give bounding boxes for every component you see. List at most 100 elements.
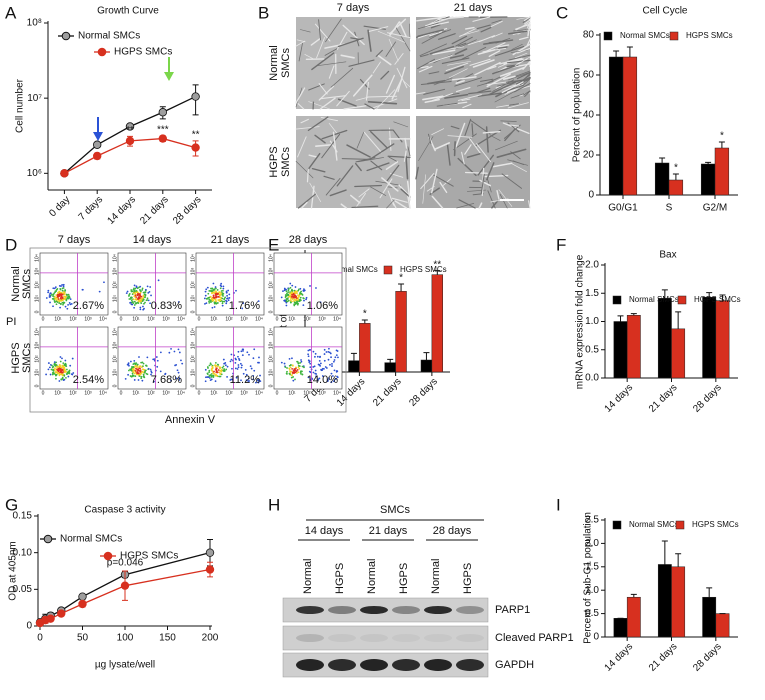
cell [316,61,347,67]
cell [363,25,386,30]
event-dot [211,287,214,290]
event-dot [49,301,51,304]
x-tick-label: 10² [147,316,155,322]
event-dot [56,301,59,304]
marker [125,136,135,146]
legend-label: HGPS SMCs [400,265,447,274]
event-dot [238,357,240,360]
event-dot [300,359,302,361]
event-dot [293,372,296,375]
event-dot [52,305,54,308]
cell [528,200,531,209]
significance: ** [433,259,441,270]
cell [444,93,469,99]
event-dot [214,362,217,364]
event-dot [318,377,321,380]
event-dot [307,355,310,358]
event-dot [209,374,212,376]
event-dot [63,368,66,371]
event-dot [51,293,53,296]
x-tick-label: 100 [117,633,134,644]
event-dot [215,368,218,371]
event-dot [296,368,299,371]
event-dot [211,365,214,368]
y-tick-label: 10² [34,281,40,289]
cell [523,78,531,86]
event-dot [70,303,73,305]
event-dot [242,372,245,375]
cell [469,138,481,154]
event-dot [298,365,301,367]
event-dot [220,292,222,295]
event-dot [286,367,288,369]
event-dot [309,379,312,381]
event-dot [135,367,137,370]
event-dot [312,350,315,353]
cell [501,173,523,189]
event-dot [323,348,326,351]
event-dot [81,288,84,291]
event-dot [319,364,322,367]
event-dot [245,379,248,382]
y-tick-label: 20 [583,150,595,161]
significance: * [674,163,678,174]
event-dot [155,356,158,358]
cell [453,122,466,152]
event-dot [51,373,54,375]
cell [504,128,516,142]
event-dot [319,355,321,358]
cell [416,16,446,22]
significance: * [720,131,724,142]
y-tick-label: 10⁴ [268,328,274,336]
bar [608,56,624,196]
percentage: 11.2% [230,374,261,386]
event-dot [206,366,209,368]
event-dot [175,377,178,380]
event-dot [59,366,62,369]
event-dot [257,381,260,384]
y-tick-label: 10¹ [190,369,196,377]
event-dot [289,370,292,373]
event-dot [62,373,64,375]
cell [336,165,354,187]
event-dot [297,296,299,299]
event-dot [134,298,137,301]
event-dot [216,374,219,377]
cell [491,19,502,24]
event-dot [288,357,291,360]
cell [472,59,495,68]
event-dot [204,368,207,371]
event-dot [58,293,61,295]
band [424,634,452,642]
y-tick-label: 10² [190,281,196,289]
event-dot [208,369,211,372]
micrograph [415,116,531,209]
event-dot [325,367,328,369]
band [328,634,356,642]
event-dot [286,370,288,373]
cell [487,65,497,70]
y-tick-label: 60 [583,70,595,81]
event-dot [211,292,213,294]
event-dot [177,301,180,303]
event-dot [139,373,141,376]
event-dot [254,381,257,384]
event-dot [141,370,144,373]
y-tick-label: 0 [34,310,40,313]
cell [324,47,339,56]
cell [417,29,445,37]
event-dot [52,293,55,296]
event-dot [290,297,293,300]
cell [427,79,446,85]
event-dot [220,370,223,373]
cell [439,181,448,194]
cell [297,193,317,209]
event-dot [214,286,217,288]
event-dot [332,360,335,363]
cell [428,133,432,145]
cell [433,142,451,151]
cell [370,186,387,196]
cell [350,37,361,41]
cell [372,61,381,74]
event-dot [214,380,217,383]
